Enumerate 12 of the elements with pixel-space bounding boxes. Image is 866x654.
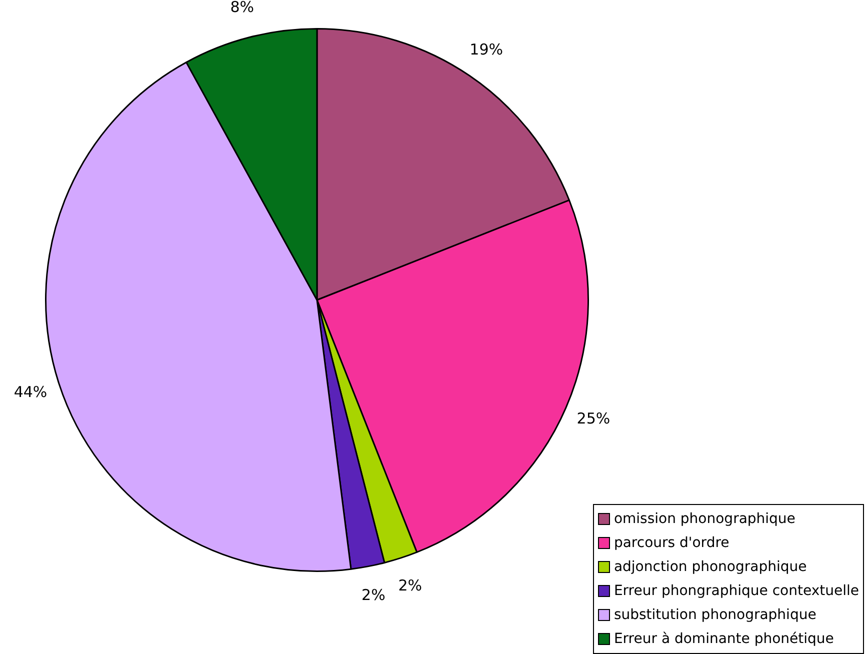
legend-label: Erreur phongraphique contextuelle	[612, 582, 859, 601]
legend-label: substitution phonographique	[612, 606, 818, 625]
data-label: 44%	[14, 382, 48, 401]
data-label: 25%	[576, 410, 610, 428]
legend-label: parcours d'ordre	[612, 534, 730, 553]
legend-label: omission phonographique	[612, 510, 796, 529]
data-label: 2%	[362, 586, 386, 604]
data-label: 2%	[398, 576, 422, 594]
data-label: 19%	[470, 40, 503, 59]
legend-label: adjonction phonographique	[612, 558, 808, 577]
legend-label: Erreur à dominante phonétique	[612, 630, 835, 649]
data-label: 8%	[230, 0, 254, 16]
